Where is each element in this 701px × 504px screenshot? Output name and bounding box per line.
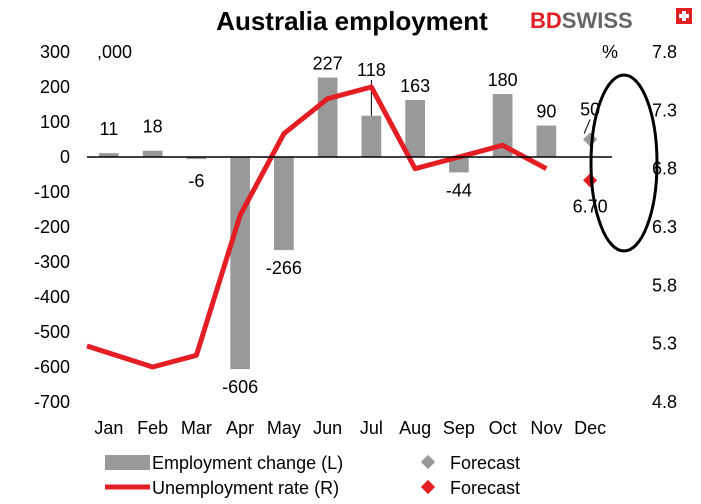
legend: Employment change (L) Unemployment rate … <box>105 453 520 498</box>
line-series <box>86 84 548 370</box>
x-tick-label-oct: Oct <box>489 418 517 438</box>
right-tick-label-1: 7.3 <box>652 100 677 120</box>
bar-oct <box>492 94 513 157</box>
unemployment-line <box>86 84 548 370</box>
right-axis-unit: % <box>602 42 618 62</box>
right-tick-label-5: 5.3 <box>652 334 677 354</box>
left-axis-unit: ,000 <box>97 42 132 62</box>
legend-label-employment: Employment change (L) <box>152 453 343 473</box>
bar-label-aug: 163 <box>400 76 430 96</box>
x-tick-label-jun: Jun <box>313 418 342 438</box>
bar-label-jan: 11 <box>100 119 119 139</box>
x-tick-label-dec: Dec <box>574 418 606 438</box>
bar-label-nov: 90 <box>536 102 556 122</box>
right-tick-label-6: 4.8 <box>652 392 677 412</box>
left-tick-label-2: 100 <box>40 112 70 132</box>
bar-may <box>274 157 294 251</box>
bar-label-jul: 118 <box>357 60 386 80</box>
left-tick-label-3: 0 <box>60 147 70 167</box>
x-tick-label-mar: Mar <box>181 418 212 438</box>
chart-title: Australia employment <box>216 6 488 36</box>
forecast-label-leader <box>583 119 591 134</box>
x-tick-label-jul: Jul <box>360 418 383 438</box>
right-tick-label-3: 6.3 <box>652 217 677 237</box>
bar-label-jun: 227 <box>313 54 343 74</box>
x-tick-label-feb: Feb <box>137 418 168 438</box>
bar-jun <box>317 77 338 157</box>
bar-label-feb: 18 <box>143 117 163 137</box>
left-tick-label-4: -100 <box>34 182 70 202</box>
brand-text-accent: SWISS <box>562 8 633 33</box>
left-tick-label-9: -600 <box>34 357 70 377</box>
x-tick-label-aug: Aug <box>399 418 431 438</box>
left-tick-label-10: -700 <box>34 392 70 412</box>
bar-jul <box>361 115 382 157</box>
x-tick-label-apr: Apr <box>226 418 254 438</box>
right-axis: 7.87.36.86.35.85.34.8 <box>652 42 677 412</box>
bar-nov <box>536 125 557 157</box>
x-axis: Jan Feb Mar Apr May Jun Jul Aug Sep Oct Nov Dec <box>87 156 612 438</box>
left-tick-label-8: -500 <box>34 322 70 342</box>
bar-label-mar: -6 <box>188 171 204 191</box>
bar-aug <box>405 99 425 157</box>
brand-logo: BDSWISS <box>530 8 692 33</box>
bar-jan <box>99 153 119 157</box>
left-axis: 300 200 100 0 -100 -200 -300 -400 -500 -600 -700 <box>34 42 70 412</box>
swiss-cross-icon <box>676 8 692 24</box>
left-tick-label-7: -400 <box>34 287 70 307</box>
legend-swatch-forecast-red <box>420 479 436 495</box>
forecast-marker-employment <box>583 132 598 147</box>
x-tick-label-nov: Nov <box>530 418 562 438</box>
legend-label-forecast-red: Forecast <box>450 478 520 498</box>
legend-swatch-employment <box>105 455 150 470</box>
bar-label-may: -266 <box>266 258 302 278</box>
left-tick-label-6: -300 <box>34 252 70 272</box>
x-tick-label-sep: Sep <box>443 418 475 438</box>
svg-text:BDSWISS: BDSWISS <box>530 8 633 33</box>
right-tick-label-4: 5.8 <box>652 275 677 295</box>
right-tick-label-0: 7.8 <box>652 42 677 62</box>
bar-apr <box>230 157 250 370</box>
bar-label-apr: -606 <box>222 377 258 397</box>
left-tick-label-0: 300 <box>40 42 70 62</box>
bar-mar <box>186 157 207 160</box>
legend-label-forecast-gray: Forecast <box>450 453 520 473</box>
forecast-highlight-ellipse <box>589 73 659 253</box>
legend-swatch-forecast-gray <box>420 454 436 470</box>
bar-label-oct: 180 <box>488 70 518 90</box>
left-tick-label-5: -200 <box>34 217 70 237</box>
bar-feb <box>142 150 163 157</box>
left-tick-label-1: 200 <box>40 77 70 97</box>
x-tick-label-may: May <box>267 418 301 438</box>
brand-text-main: BD <box>530 8 562 33</box>
bar-label-sep: -44 <box>446 180 472 200</box>
x-tick-label-jan: Jan <box>94 418 123 438</box>
legend-label-unemployment: Unemployment rate (R) <box>152 478 339 498</box>
bar-series: 11 18 -6 -606 -266 227 118 163 -44 180 90 <box>99 54 557 397</box>
forecast-label-unemployment: 6.70 <box>573 196 608 216</box>
